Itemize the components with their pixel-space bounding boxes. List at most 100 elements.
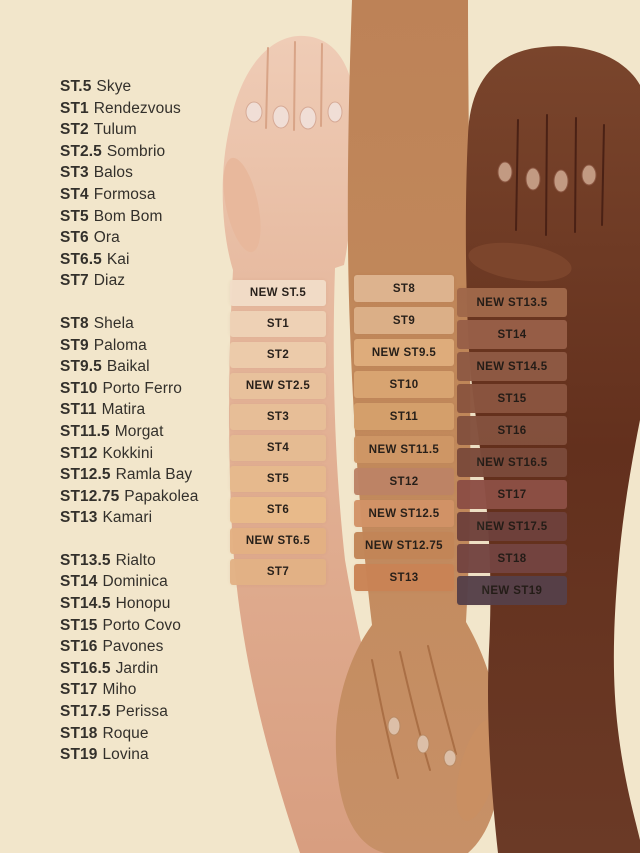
shade-name: Jardin <box>115 659 159 677</box>
shade-code: ST12 <box>60 444 98 462</box>
swatch-new-st2.5: NEW ST2.5 <box>230 373 326 399</box>
shade-code: ST4 <box>60 185 89 203</box>
shade-list-item: ST2.5 Sombrio <box>60 141 295 163</box>
shade-name: Dominica <box>102 573 168 591</box>
shade-name: Kokkini <box>102 444 154 462</box>
swatch-label: ST14 <box>497 328 527 341</box>
swatch-new-st17.5: NEW ST17.5 <box>457 512 567 541</box>
shade-code: ST2.5 <box>60 142 102 160</box>
shade-list-item: ST9 Paloma <box>60 335 295 357</box>
swatch-st3: ST3 <box>230 404 326 430</box>
swatch-new-st19: NEW ST19 <box>457 576 567 605</box>
shade-code: ST12.75 <box>60 487 120 505</box>
shade-name: Miho <box>102 681 137 699</box>
shade-code: ST6 <box>60 229 89 247</box>
shade-name: Kamari <box>102 509 153 527</box>
shade-code: ST3 <box>60 164 89 182</box>
shade-list-item: ST15 Porto Covo <box>60 615 295 637</box>
shade-list-item: ST17.5 Perissa <box>60 701 295 723</box>
shade-code: ST13 <box>60 509 98 527</box>
shade-name: Tulum <box>93 121 137 139</box>
swatch-label: ST6 <box>266 504 290 516</box>
medium-arm-nails <box>387 716 457 767</box>
shade-name: Lovina <box>102 746 149 764</box>
swatch-st17: ST17 <box>457 480 567 509</box>
shade-list-item: ST.5 Skye <box>60 76 295 98</box>
shade-code: ST19 <box>60 746 98 764</box>
swatch-st13: ST13 <box>354 564 454 591</box>
swatch-st2: ST2 <box>230 342 326 368</box>
swatch-label: ST11 <box>389 410 419 423</box>
swatch-label: NEW ST2.5 <box>245 380 311 392</box>
shade-list-item: ST3 Balos <box>60 162 295 184</box>
shade-name: Perissa <box>115 703 168 721</box>
shade-name: Matira <box>101 401 146 419</box>
swatch-label: ST8 <box>392 282 416 295</box>
swatch-new-st16.5: NEW ST16.5 <box>457 448 567 477</box>
shade-name: Diaz <box>93 272 126 290</box>
shade-name: Rendezvous <box>93 99 181 117</box>
shade-list-item: ST6.5 Kai <box>60 249 295 271</box>
shade-group-2: ST8 Shela ST9 Paloma ST9.5 Baikal ST10 Porto Fe… <box>60 313 295 529</box>
swatch-label: ST2 <box>266 349 290 361</box>
shade-list-item: ST16.5 Jardin <box>60 658 295 680</box>
shade-group-3: ST13.5 Rialto ST14 Dominica ST14.5 Honopu ST15… <box>60 550 295 766</box>
swatch-label: NEW ST17.5 <box>476 520 548 533</box>
shade-code: ST14 <box>60 573 98 591</box>
shade-code: ST1 <box>60 99 89 117</box>
swatch-st18: ST18 <box>457 544 567 573</box>
shade-name: Roque <box>102 724 149 742</box>
shade-name: Porto Ferro <box>102 379 182 397</box>
swatch-st7: ST7 <box>230 559 326 585</box>
shade-list-item: ST6 Ora <box>60 227 295 249</box>
swatch-new-st6.5: NEW ST6.5 <box>230 528 326 554</box>
shade-code: ST14.5 <box>60 595 111 613</box>
swatch-label: NEW ST16.5 <box>476 456 548 469</box>
swatch-st16: ST16 <box>457 416 567 445</box>
shade-name: Balos <box>93 164 134 182</box>
swatch-label: NEW ST9.5 <box>371 346 437 359</box>
shade-list-item: ST16 Pavones <box>60 636 295 658</box>
shade-list-item: ST14 Dominica <box>60 571 295 593</box>
swatch-new-st.5: NEW ST.5 <box>230 280 326 306</box>
swatch-new-st13.5: NEW ST13.5 <box>457 288 567 317</box>
shade-list-item: ST19 Lovina <box>60 744 295 766</box>
swatch-label: NEW ST6.5 <box>245 535 311 547</box>
shade-code: ST11 <box>60 401 97 419</box>
shade-code: ST18 <box>60 724 98 742</box>
shade-code: ST.5 <box>60 78 92 95</box>
shade-list-item: ST12 Kokkini <box>60 443 295 465</box>
shade-code: ST17 <box>60 681 98 699</box>
shade-name: Kai <box>106 250 130 268</box>
shade-code: ST5 <box>60 207 89 225</box>
shade-list-item: ST8 Shela <box>60 313 295 335</box>
shade-code: ST17.5 <box>60 703 111 721</box>
swatch-st1: ST1 <box>230 311 326 337</box>
shade-name: Bom Bom <box>93 207 163 225</box>
swatch-label: NEW ST11.5 <box>368 443 440 456</box>
shade-name: Shela <box>93 314 134 332</box>
shade-list-item: ST9.5 Baikal <box>60 356 295 378</box>
shade-list-item: ST1 Rendezvous <box>60 98 295 120</box>
shade-list-item: ST11 Matira <box>60 399 295 421</box>
swatch-new-st12.5: NEW ST12.5 <box>354 500 454 527</box>
swatch-label: ST1 <box>266 318 290 330</box>
shade-list-item: ST12.75 Papakolea <box>60 486 295 508</box>
shade-name: Paloma <box>93 336 147 354</box>
swatch-st15: ST15 <box>457 384 567 413</box>
swatch-label: NEW ST19 <box>481 584 543 597</box>
swatch-label: NEW ST14.5 <box>476 360 548 373</box>
shade-code: ST12.5 <box>60 466 111 484</box>
shade-code: ST16 <box>60 638 98 656</box>
shade-name: Porto Covo <box>102 616 181 634</box>
swatch-new-st14.5: NEW ST14.5 <box>457 352 567 381</box>
shade-list: ST.5 Skye ST1 Rendezvous ST2 Tulum ST2.5 Sombri… <box>60 76 295 787</box>
shade-name: Ramla Bay <box>115 466 193 484</box>
swatch-label: ST16 <box>497 424 527 437</box>
swatch-label: ST3 <box>266 411 290 423</box>
shade-list-item: ST7 Diaz <box>60 270 295 292</box>
shade-list-item: ST5 Bom Bom <box>60 206 295 228</box>
swatch-label: ST17 <box>497 488 527 501</box>
swatch-st6: ST6 <box>230 497 326 523</box>
